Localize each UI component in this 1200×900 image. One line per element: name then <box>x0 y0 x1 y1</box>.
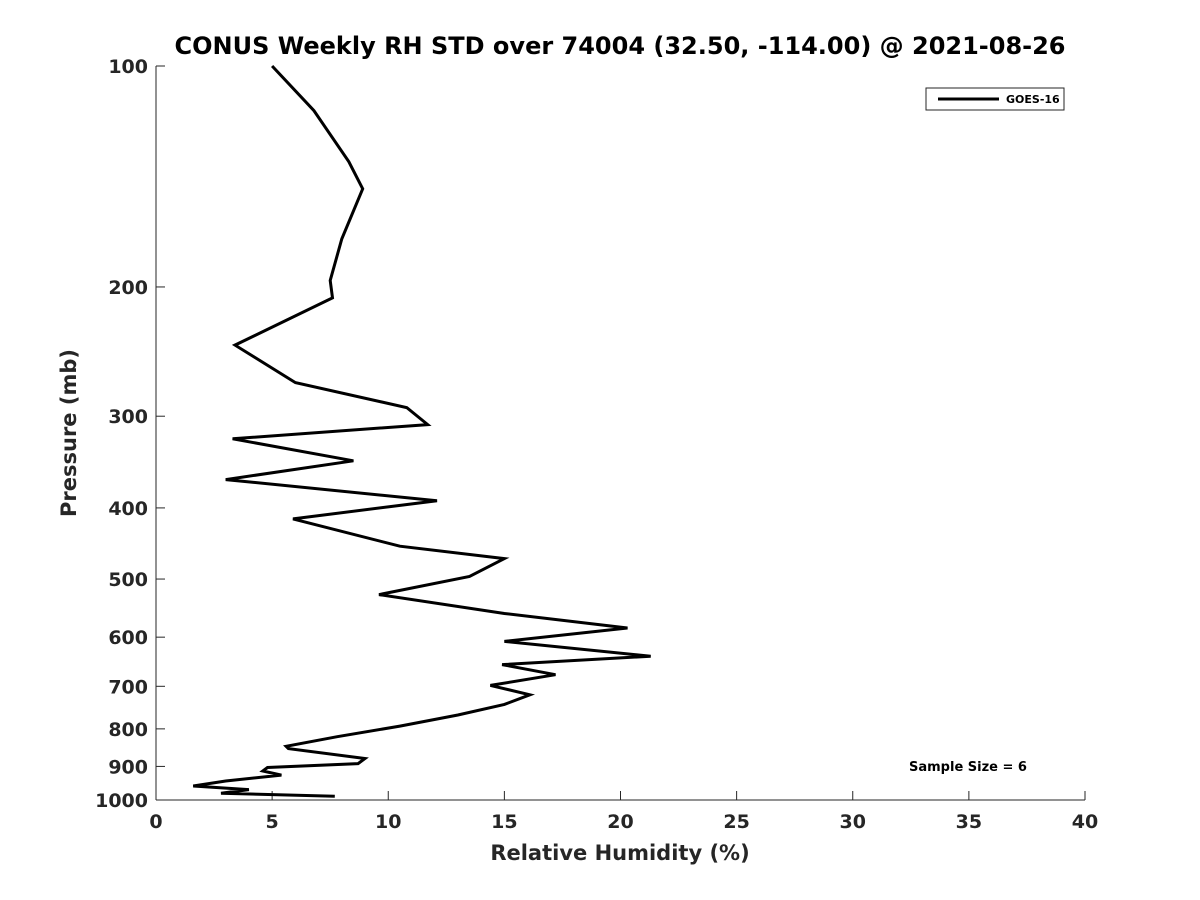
series-line-0 <box>192 64 651 798</box>
y-axis-label: Pressure (mb) <box>57 349 81 517</box>
y-tick-label: 1000 <box>95 790 148 812</box>
y-tick-label: 300 <box>108 406 148 428</box>
y-tick-label: 200 <box>108 277 148 299</box>
series-layer <box>192 64 651 798</box>
legend: GOES-16 <box>925 87 1065 111</box>
sample-size-note: Sample Size = 6 <box>909 760 1027 775</box>
x-tick-label: 20 <box>607 811 633 833</box>
y-tick-label: 500 <box>108 569 148 591</box>
x-tick-label: 5 <box>266 811 279 833</box>
legend-label: GOES-16 <box>1006 93 1060 106</box>
chart-title: CONUS Weekly RH STD over 74004 (32.50, -… <box>174 32 1065 60</box>
x-tick-label: 30 <box>840 811 866 833</box>
y-tick-label: 600 <box>108 627 148 649</box>
x-tick-label: 0 <box>149 811 162 833</box>
y-tick-label: 700 <box>108 676 148 698</box>
x-axis-label: Relative Humidity (%) <box>490 841 749 865</box>
x-tick-label: 40 <box>1072 811 1098 833</box>
x-tick-label: 35 <box>956 811 982 833</box>
x-tick-label: 15 <box>491 811 517 833</box>
y-tick-label: 100 <box>108 56 148 78</box>
y-tick-label: 900 <box>108 756 148 778</box>
x-tick-label: 10 <box>375 811 401 833</box>
y-tick-label: 800 <box>108 719 148 741</box>
x-tick-label: 25 <box>723 811 749 833</box>
ticks: 0 5 10 15 20 25 30 35 40 100 200 300 400 500 600 700 800… <box>95 56 1098 833</box>
y-tick-label: 400 <box>108 498 148 520</box>
